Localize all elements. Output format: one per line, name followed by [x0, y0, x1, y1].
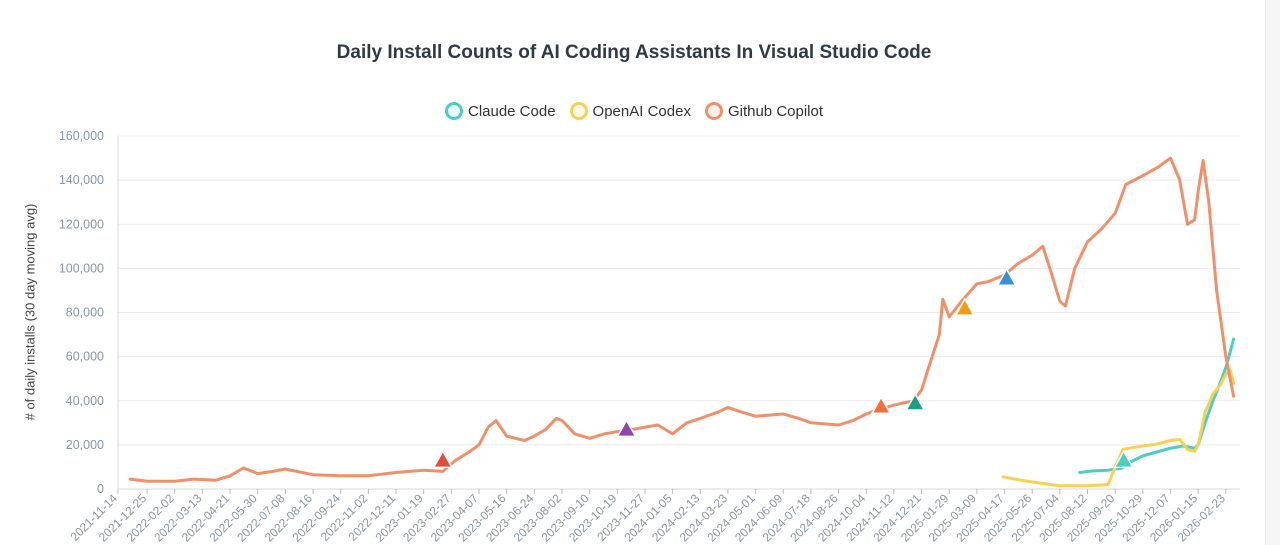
event-marker-triangle: [432, 449, 454, 469]
y-tick-label: 60,000: [66, 350, 104, 364]
series-line-claude-code: [1078, 337, 1236, 474]
y-tick-label: 140,000: [59, 173, 104, 187]
event-marker-triangle: [616, 418, 637, 438]
y-tick-label: 0: [97, 482, 104, 496]
event-marker-triangle: [1113, 449, 1134, 469]
legend-item-openai-codex[interactable]: OpenAI Codex: [569, 102, 691, 120]
legend-swatch-github-copilot: [704, 102, 723, 120]
y-tick-label: 80,000: [66, 306, 104, 320]
legend-item-github-copilot[interactable]: Github Copilot: [704, 102, 824, 120]
series-line-openai-codex: [1001, 368, 1236, 488]
chart-title: Daily Install Counts of AI Coding Assist…: [336, 42, 932, 63]
event-marker-triangle: [904, 392, 926, 411]
event-marker-triangle: [996, 267, 1017, 287]
series-line-github-copilot: [128, 156, 1236, 483]
legend-label-claude-code: Claude Code: [467, 102, 556, 120]
legend-item-claude-code[interactable]: Claude Code: [444, 102, 556, 120]
y-tick-label: 20,000: [66, 438, 104, 452]
legend-label-github-copilot: Github Copilot: [727, 102, 824, 120]
legend-label-openai-codex: OpenAI Codex: [592, 102, 691, 120]
y-tick-label: 40,000: [66, 394, 104, 408]
y-tick-label: 160,000: [59, 129, 104, 143]
y-tick-label: 100,000: [59, 261, 104, 275]
event-marker-triangle: [870, 395, 892, 415]
scrollbar-edge[interactable]: [1265, 0, 1280, 545]
y-tick-label: 120,000: [59, 217, 104, 231]
event-marker-triangle: [954, 297, 976, 316]
legend-swatch-claude-code: [444, 102, 463, 120]
legend-swatch-openai-codex: [569, 102, 588, 120]
legend: Claude Code OpenAI Codex Github Copilot: [0, 102, 1268, 120]
